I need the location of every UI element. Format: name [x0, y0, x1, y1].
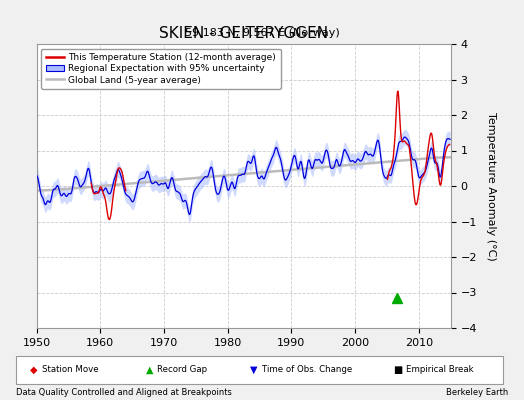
- Text: 59.183 N, 9.567 E (Norway): 59.183 N, 9.567 E (Norway): [184, 28, 340, 38]
- Text: Record Gap: Record Gap: [157, 366, 208, 374]
- Text: ▼: ▼: [250, 365, 258, 375]
- Legend: This Temperature Station (12-month average), Regional Expectation with 95% uncer: This Temperature Station (12-month avera…: [41, 48, 280, 89]
- Title: SKIEN - GEITERYGGEN: SKIEN - GEITERYGGEN: [159, 26, 328, 42]
- Text: ■: ■: [394, 365, 403, 375]
- Text: ◆: ◆: [30, 365, 38, 375]
- Y-axis label: Temperature Anomaly (°C): Temperature Anomaly (°C): [486, 112, 496, 260]
- Text: Empirical Break: Empirical Break: [406, 366, 474, 374]
- Text: ▲: ▲: [146, 365, 153, 375]
- Text: Station Move: Station Move: [42, 366, 99, 374]
- Text: Data Quality Controlled and Aligned at Breakpoints: Data Quality Controlled and Aligned at B…: [16, 388, 232, 397]
- Text: Berkeley Earth: Berkeley Earth: [446, 388, 508, 397]
- Text: Time of Obs. Change: Time of Obs. Change: [262, 366, 352, 374]
